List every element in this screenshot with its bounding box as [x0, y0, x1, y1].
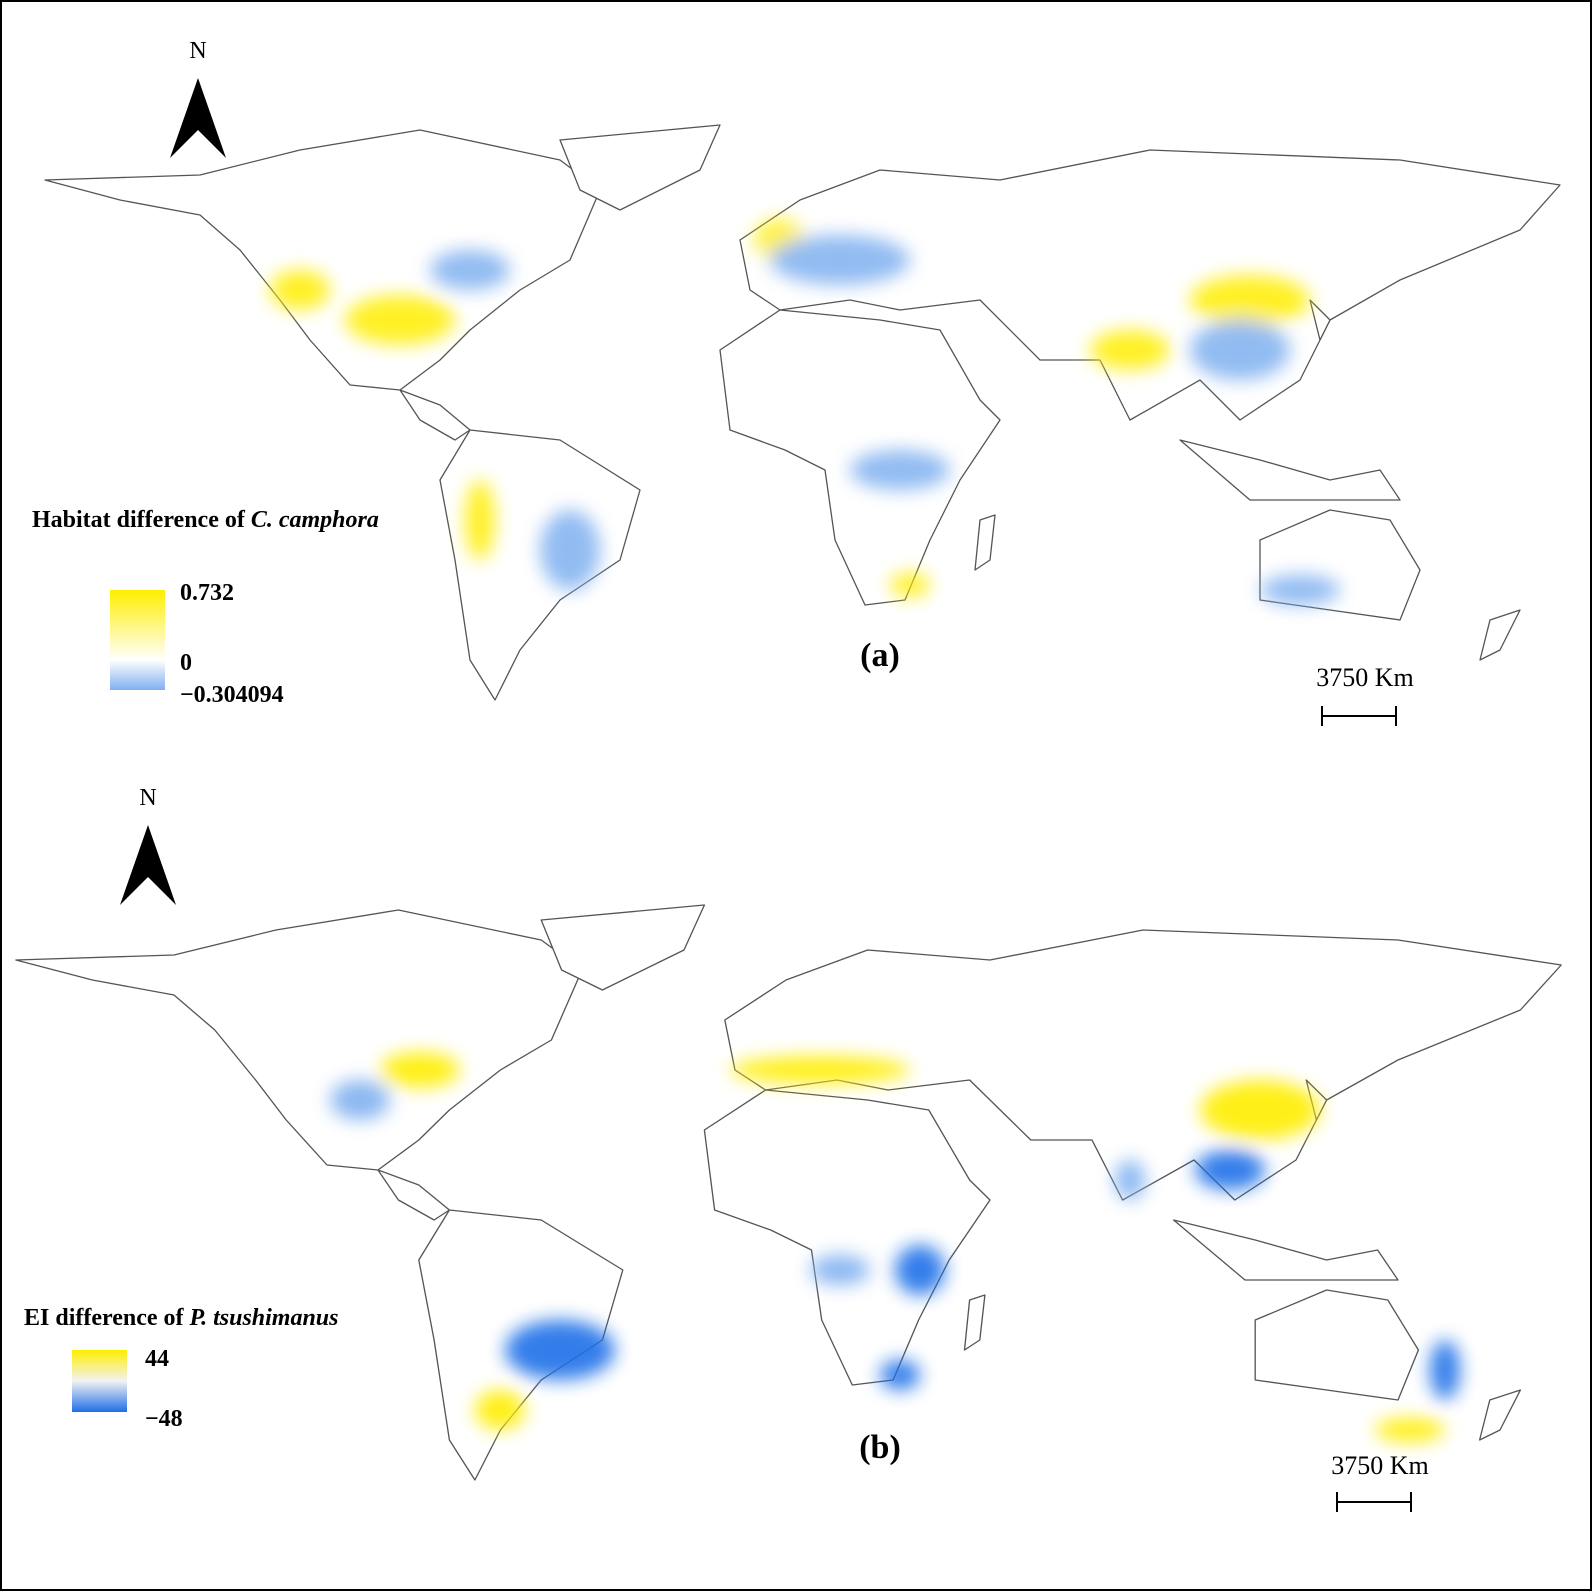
map-a: N Habitat difference of C. camphora 0.73…	[32, 38, 1561, 726]
legend-title: Habitat difference of C. camphora	[32, 507, 379, 533]
scale-bar	[1336, 1492, 1412, 1512]
panel-label: (b)	[859, 1429, 901, 1466]
north-label: N	[189, 38, 206, 64]
scale-label: 3750 Km	[1331, 1451, 1429, 1480]
legend-species: P. tsushimanus	[189, 1305, 339, 1331]
legend-swatch	[110, 590, 165, 690]
legend-title-text: Habitat difference of	[32, 507, 251, 533]
scale-bar	[1321, 706, 1397, 726]
legend-max: 0.732	[180, 580, 234, 606]
legend-mid: 0	[180, 650, 192, 676]
legend-min: −0.304094	[180, 682, 284, 708]
legend-swatch	[72, 1350, 127, 1412]
north-arrow	[120, 825, 176, 905]
legend-max: 44	[145, 1346, 169, 1372]
legend-title: EI difference of P. tsushimanus	[24, 1305, 339, 1331]
legend-title-text: EI difference of	[24, 1305, 190, 1331]
scale-label: 3750 Km	[1316, 663, 1414, 692]
north-label: N	[139, 785, 156, 811]
panel-label: (a)	[860, 637, 900, 674]
map-b: N EI difference of P. tsushimanus 44 −48…	[15, 785, 1562, 1512]
legend-species: C. camphora	[251, 507, 379, 533]
north-arrow	[170, 78, 226, 158]
legend-min: −48	[145, 1406, 183, 1432]
